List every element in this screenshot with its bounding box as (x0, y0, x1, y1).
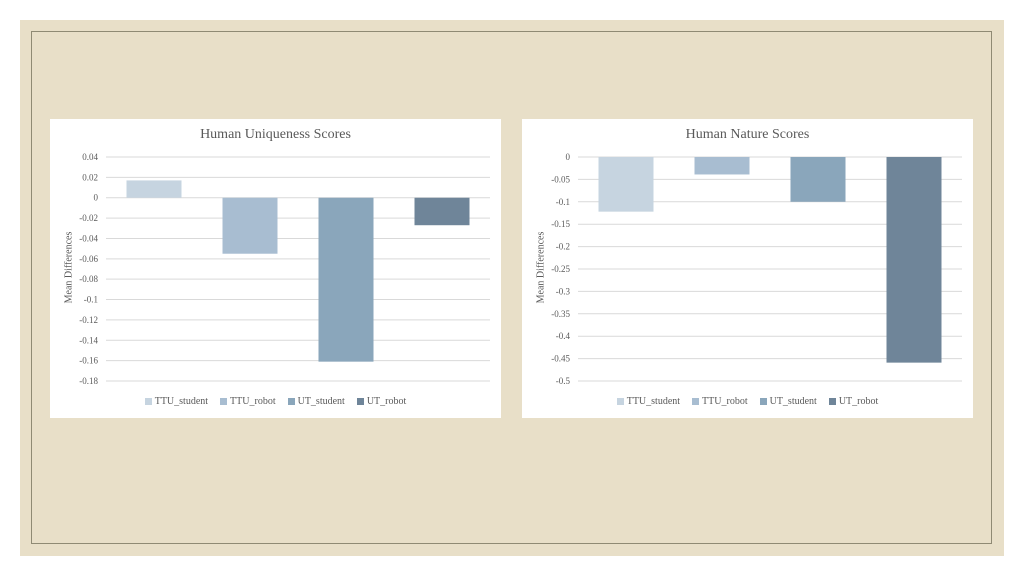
legend-item: UT_robot (828, 396, 879, 407)
legend-label: UT_student (769, 396, 817, 407)
chart-title: Human Nature Scores (685, 127, 810, 142)
y-tick-label: -0.18 (79, 376, 98, 386)
legend-item: TTU_robot (692, 396, 748, 407)
legend-label: TTU_student (154, 396, 209, 407)
legend-swatch (759, 398, 767, 405)
legend-item: TTU_student (144, 396, 209, 407)
human-nature-chart: Human Nature Scores Mean Differences 0 -0… (522, 119, 973, 418)
y-tick-label: -0.14 (79, 335, 98, 345)
legend-label: UT_robot (366, 396, 407, 407)
legend-label: UT_robot (838, 396, 879, 407)
human-uniqueness-chart: Human Uniqueness Scores Mean Differences… (50, 119, 501, 418)
chart-title: Human Uniqueness Scores (200, 127, 351, 142)
y-tick-label: -0.15 (551, 219, 570, 229)
y-tick-label: 0 (566, 152, 571, 162)
legend-item: UT_robot (356, 396, 407, 407)
chart-plot-area: 0.04 0.02 0 -0.02 -0.04 -0.06 -0.08 -0.1 -0.12 -0… (79, 152, 490, 386)
y-tick-label: -0.2 (556, 242, 570, 252)
legend-swatch (692, 398, 700, 405)
legend-swatch (287, 398, 295, 405)
legend-item: UT_student (287, 396, 345, 407)
y-tick-label: 0.02 (82, 172, 98, 182)
y-tick-label: -0.5 (556, 376, 571, 386)
y-tick-label: -0.06 (79, 254, 98, 264)
slide-frame (31, 31, 992, 544)
legend-swatch (356, 398, 364, 405)
y-tick-label: -0.16 (79, 356, 98, 366)
legend-swatch (616, 398, 624, 405)
y-tick-label: 0.04 (82, 152, 98, 162)
legend-label: TTU_robot (702, 396, 748, 407)
bar-ut-student (318, 197, 374, 362)
legend-item: TTU_student (616, 396, 681, 407)
y-tick-label: -0.4 (556, 331, 571, 341)
y-tick-label: 0 (94, 193, 99, 203)
bar-ttu-robot (694, 157, 750, 175)
legend-label: UT_student (297, 396, 345, 407)
bar-ut-robot (414, 197, 470, 226)
y-tick-label: -0.1 (556, 197, 570, 207)
bar-ttu-robot (222, 197, 278, 254)
y-tick-label: -0.12 (79, 315, 98, 325)
y-tick-label: -0.45 (551, 354, 570, 364)
legend-item: TTU_robot (220, 396, 276, 407)
y-tick-label: -0.04 (79, 233, 98, 243)
bar-ut-robot (886, 157, 942, 363)
y-tick-label: -0.05 (551, 174, 570, 184)
legend-swatch (220, 398, 228, 405)
y-tick-label: -0.35 (551, 309, 570, 319)
legend-swatch (828, 398, 836, 405)
y-tick-label: -0.25 (551, 264, 570, 274)
chart-legend: TTU_student TTU_robot UT_student UT_robot (50, 396, 501, 407)
chart-legend: TTU_student TTU_robot UT_student UT_robot (522, 396, 973, 407)
bar-ttu-student (126, 180, 182, 198)
legend-swatch (144, 398, 152, 405)
y-tick-label: -0.02 (79, 213, 98, 223)
y-tick-label: -0.1 (84, 295, 98, 305)
y-tick-label: -0.3 (556, 286, 571, 296)
legend-label: TTU_student (626, 396, 681, 407)
bar-ttu-student (598, 157, 654, 212)
chart-plot-area: 0 -0.05 -0.1 -0.15 -0.2 -0.25 -0.3 -0.35 -0.4 -0.… (551, 152, 962, 386)
y-tick-label: -0.08 (79, 274, 98, 284)
legend-label: TTU_robot (230, 396, 276, 407)
bar-ut-student (790, 157, 846, 202)
legend-item: UT_student (759, 396, 817, 407)
